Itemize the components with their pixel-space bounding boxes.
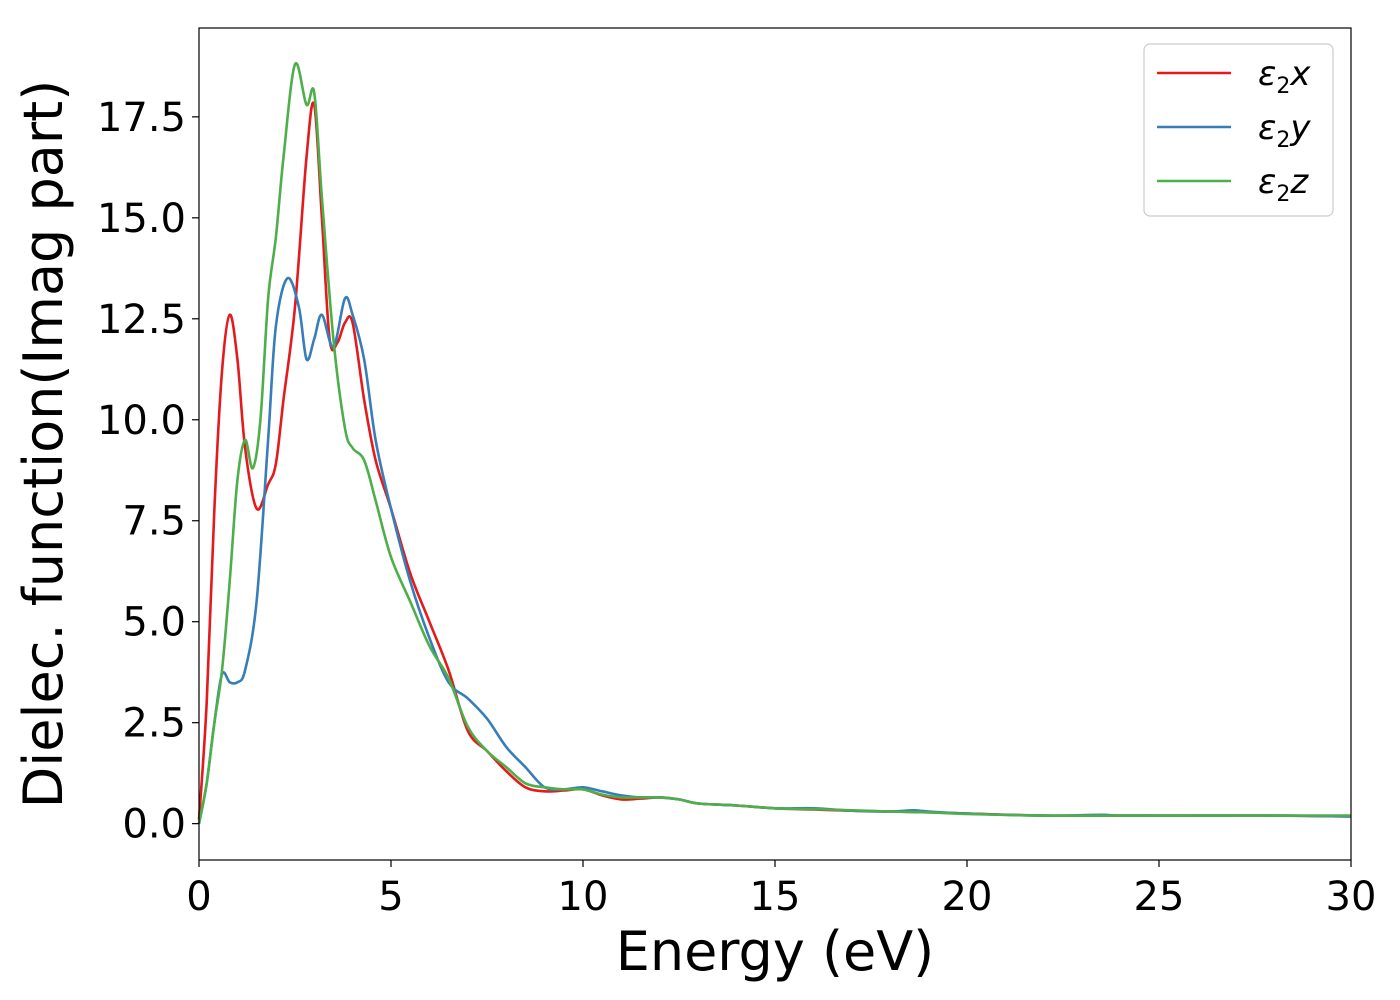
y-tick-label: 7.5 [122,499,186,545]
x-tick-label: 20 [942,874,993,920]
x-tick-label: 10 [558,874,609,920]
y-axis-title: Dielec. function(Imag part) [12,80,75,809]
x-tick-label: 30 [1326,874,1377,920]
x-tick-label: 0 [186,874,211,920]
series-line-2 [197,276,1352,824]
y-tick-label: 10.0 [97,398,186,444]
legend-label-3: ε2z [1258,162,1309,207]
series-line-3 [197,62,1351,824]
legend: ε2x ε2y ε2z [1143,43,1334,217]
legend-label-1: ε2x [1258,54,1311,99]
x-tick-label: 15 [750,874,801,920]
legend-label-2: ε2y [1258,108,1311,153]
y-tick-label: 15.0 [97,196,186,242]
series-layer [197,62,1352,824]
x-tick-label: 25 [1134,874,1185,920]
y-tick-label: 17.5 [97,95,186,141]
y-tick-label: 5.0 [122,600,186,646]
legend-box [1143,43,1334,217]
y-axis: 0.0 2.5 5.0 7.5 10.0 12.5 15.0 17.5 [97,95,199,848]
x-axis-title: Energy (eV) [616,920,935,983]
y-tick-label: 12.5 [97,297,186,343]
y-tick-label: 2.5 [122,701,186,747]
x-tick-label: 5 [378,874,403,920]
x-axis: 0 5 10 15 20 25 30 [186,860,1376,920]
y-tick-label: 0.0 [122,802,186,848]
